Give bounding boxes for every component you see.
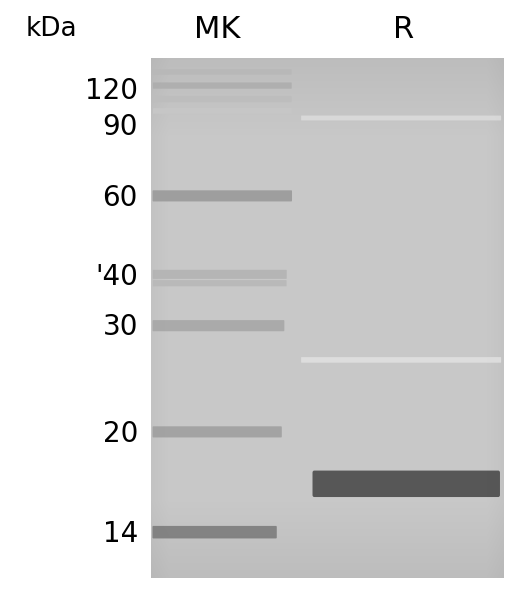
FancyBboxPatch shape — [153, 108, 292, 114]
Text: 14: 14 — [103, 520, 138, 548]
Text: kDa: kDa — [25, 17, 77, 42]
Text: 90: 90 — [103, 113, 138, 141]
FancyBboxPatch shape — [153, 320, 284, 331]
FancyBboxPatch shape — [153, 96, 292, 102]
FancyBboxPatch shape — [313, 471, 500, 497]
Text: '40: '40 — [95, 263, 138, 291]
FancyBboxPatch shape — [153, 427, 282, 437]
FancyBboxPatch shape — [153, 280, 287, 286]
Text: 30: 30 — [103, 313, 138, 342]
FancyBboxPatch shape — [301, 357, 501, 363]
FancyBboxPatch shape — [301, 116, 501, 120]
FancyBboxPatch shape — [152, 526, 277, 539]
FancyBboxPatch shape — [153, 270, 287, 279]
FancyBboxPatch shape — [153, 191, 292, 201]
Text: 60: 60 — [103, 183, 138, 212]
FancyBboxPatch shape — [153, 69, 292, 75]
Text: MK: MK — [194, 15, 240, 44]
Text: 20: 20 — [103, 419, 138, 448]
Text: R: R — [393, 15, 414, 44]
Text: 120: 120 — [85, 77, 138, 106]
FancyBboxPatch shape — [153, 83, 292, 88]
